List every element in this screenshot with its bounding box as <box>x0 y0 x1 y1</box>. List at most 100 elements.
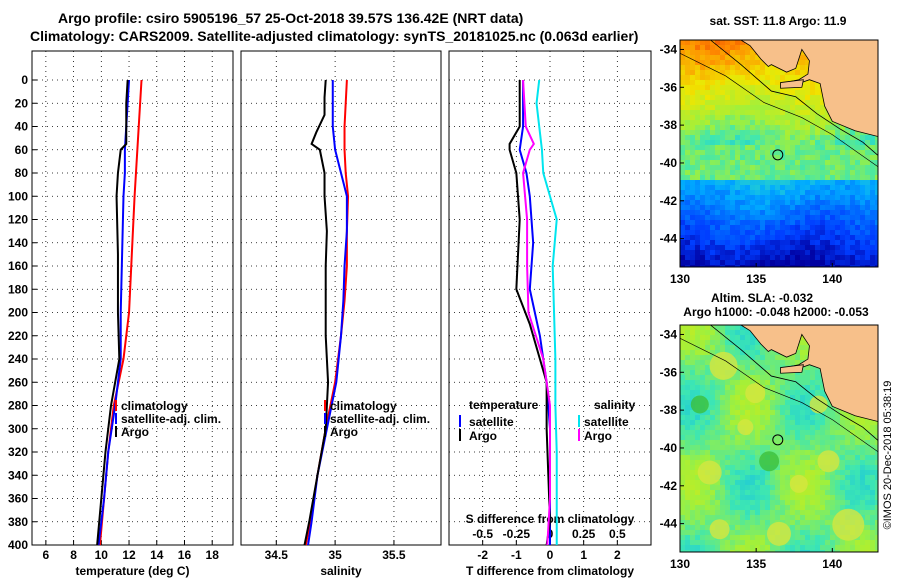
map-cell <box>815 520 820 525</box>
shelf-contour <box>680 52 878 167</box>
map-cell <box>865 135 870 140</box>
map-cell <box>870 480 875 485</box>
map-cell <box>760 180 765 185</box>
map-cell <box>730 480 735 485</box>
map-cell <box>740 350 745 355</box>
map-cell <box>730 100 735 105</box>
map-cell <box>775 185 780 190</box>
map-cell <box>755 110 760 115</box>
map-cell <box>765 540 770 545</box>
map-cell <box>825 190 830 195</box>
map-cell <box>765 420 770 425</box>
map-cell <box>685 115 690 120</box>
map-cell <box>850 475 855 480</box>
map-cell <box>800 350 805 355</box>
map-cell <box>735 80 740 85</box>
map-cell <box>700 40 705 45</box>
map-cell <box>875 250 878 255</box>
map-cell <box>685 385 690 390</box>
map-cell <box>725 200 730 205</box>
map-cell <box>725 345 730 350</box>
plot-title-line2: Climatology: CARS2009. Satellite-adjuste… <box>30 28 639 44</box>
map-cell <box>705 180 710 185</box>
map-cell <box>795 180 800 185</box>
map-cell <box>695 435 700 440</box>
map-cell <box>735 410 740 415</box>
map-cell <box>775 380 780 385</box>
sla-eddy <box>745 383 766 404</box>
map-cell <box>850 455 855 460</box>
map-cell <box>715 65 720 70</box>
map-cell <box>775 155 780 160</box>
map-cell <box>825 445 830 450</box>
map-cell <box>795 245 800 250</box>
map-cell <box>875 160 878 165</box>
map-cell <box>835 450 840 455</box>
map-cell <box>720 410 725 415</box>
map-cell <box>870 205 875 210</box>
x-tick-label: 14 <box>150 548 164 562</box>
map-cell <box>740 215 745 220</box>
map-cell <box>795 185 800 190</box>
map-cell <box>735 110 740 115</box>
map-cell <box>800 155 805 160</box>
map-cell <box>820 550 825 552</box>
map-cell <box>780 425 785 430</box>
map-cell <box>860 425 865 430</box>
map-cell <box>695 495 700 500</box>
map-cell <box>860 245 865 250</box>
map-cell <box>690 140 695 145</box>
map-cell <box>825 195 830 200</box>
map-cell <box>695 160 700 165</box>
map-cell <box>680 420 685 425</box>
map-cell <box>735 375 740 380</box>
map-cell <box>845 215 850 220</box>
map-cell <box>830 245 835 250</box>
map-cell <box>700 225 705 230</box>
map-cell <box>725 150 730 155</box>
map-cell <box>790 195 795 200</box>
map-cell <box>835 130 840 135</box>
map-cell <box>710 125 715 130</box>
map-cell <box>720 140 725 145</box>
map-cell <box>705 370 710 375</box>
map-cell <box>705 395 710 400</box>
map-cell <box>745 440 750 445</box>
map-cell <box>810 115 815 120</box>
map-cell <box>745 460 750 465</box>
map-cell <box>745 65 750 70</box>
map-cell <box>775 230 780 235</box>
map-cell <box>725 500 730 505</box>
map-cell <box>840 230 845 235</box>
panel-difference: -2 -1 0 1 2T difference from climatology-0.5… <box>448 50 652 578</box>
map-cell <box>795 440 800 445</box>
map-cell <box>770 170 775 175</box>
map-cell <box>850 130 855 135</box>
map-cell <box>800 230 805 235</box>
y-tick-label: 0 <box>21 73 28 87</box>
map-cell <box>705 80 710 85</box>
map-cell <box>775 385 780 390</box>
map-cell <box>745 250 750 255</box>
map-cell <box>690 340 695 345</box>
map-cell <box>755 340 760 345</box>
map-cell <box>745 550 750 552</box>
map-cell <box>680 525 685 530</box>
map-cell <box>815 140 820 145</box>
map-cell <box>795 530 800 535</box>
map-cell <box>810 365 815 370</box>
map-cell <box>800 525 805 530</box>
map-cell <box>700 370 705 375</box>
map-cell <box>875 520 878 525</box>
map-cell <box>730 445 735 450</box>
map-cell <box>760 240 765 245</box>
map-cell <box>720 265 725 267</box>
map-cell <box>740 105 745 110</box>
map-cell <box>850 235 855 240</box>
map-cell <box>760 350 765 355</box>
map-cell <box>785 515 790 520</box>
map-cell <box>680 175 685 180</box>
map-cell <box>695 445 700 450</box>
map-cell <box>790 160 795 165</box>
map-cell <box>770 110 775 115</box>
